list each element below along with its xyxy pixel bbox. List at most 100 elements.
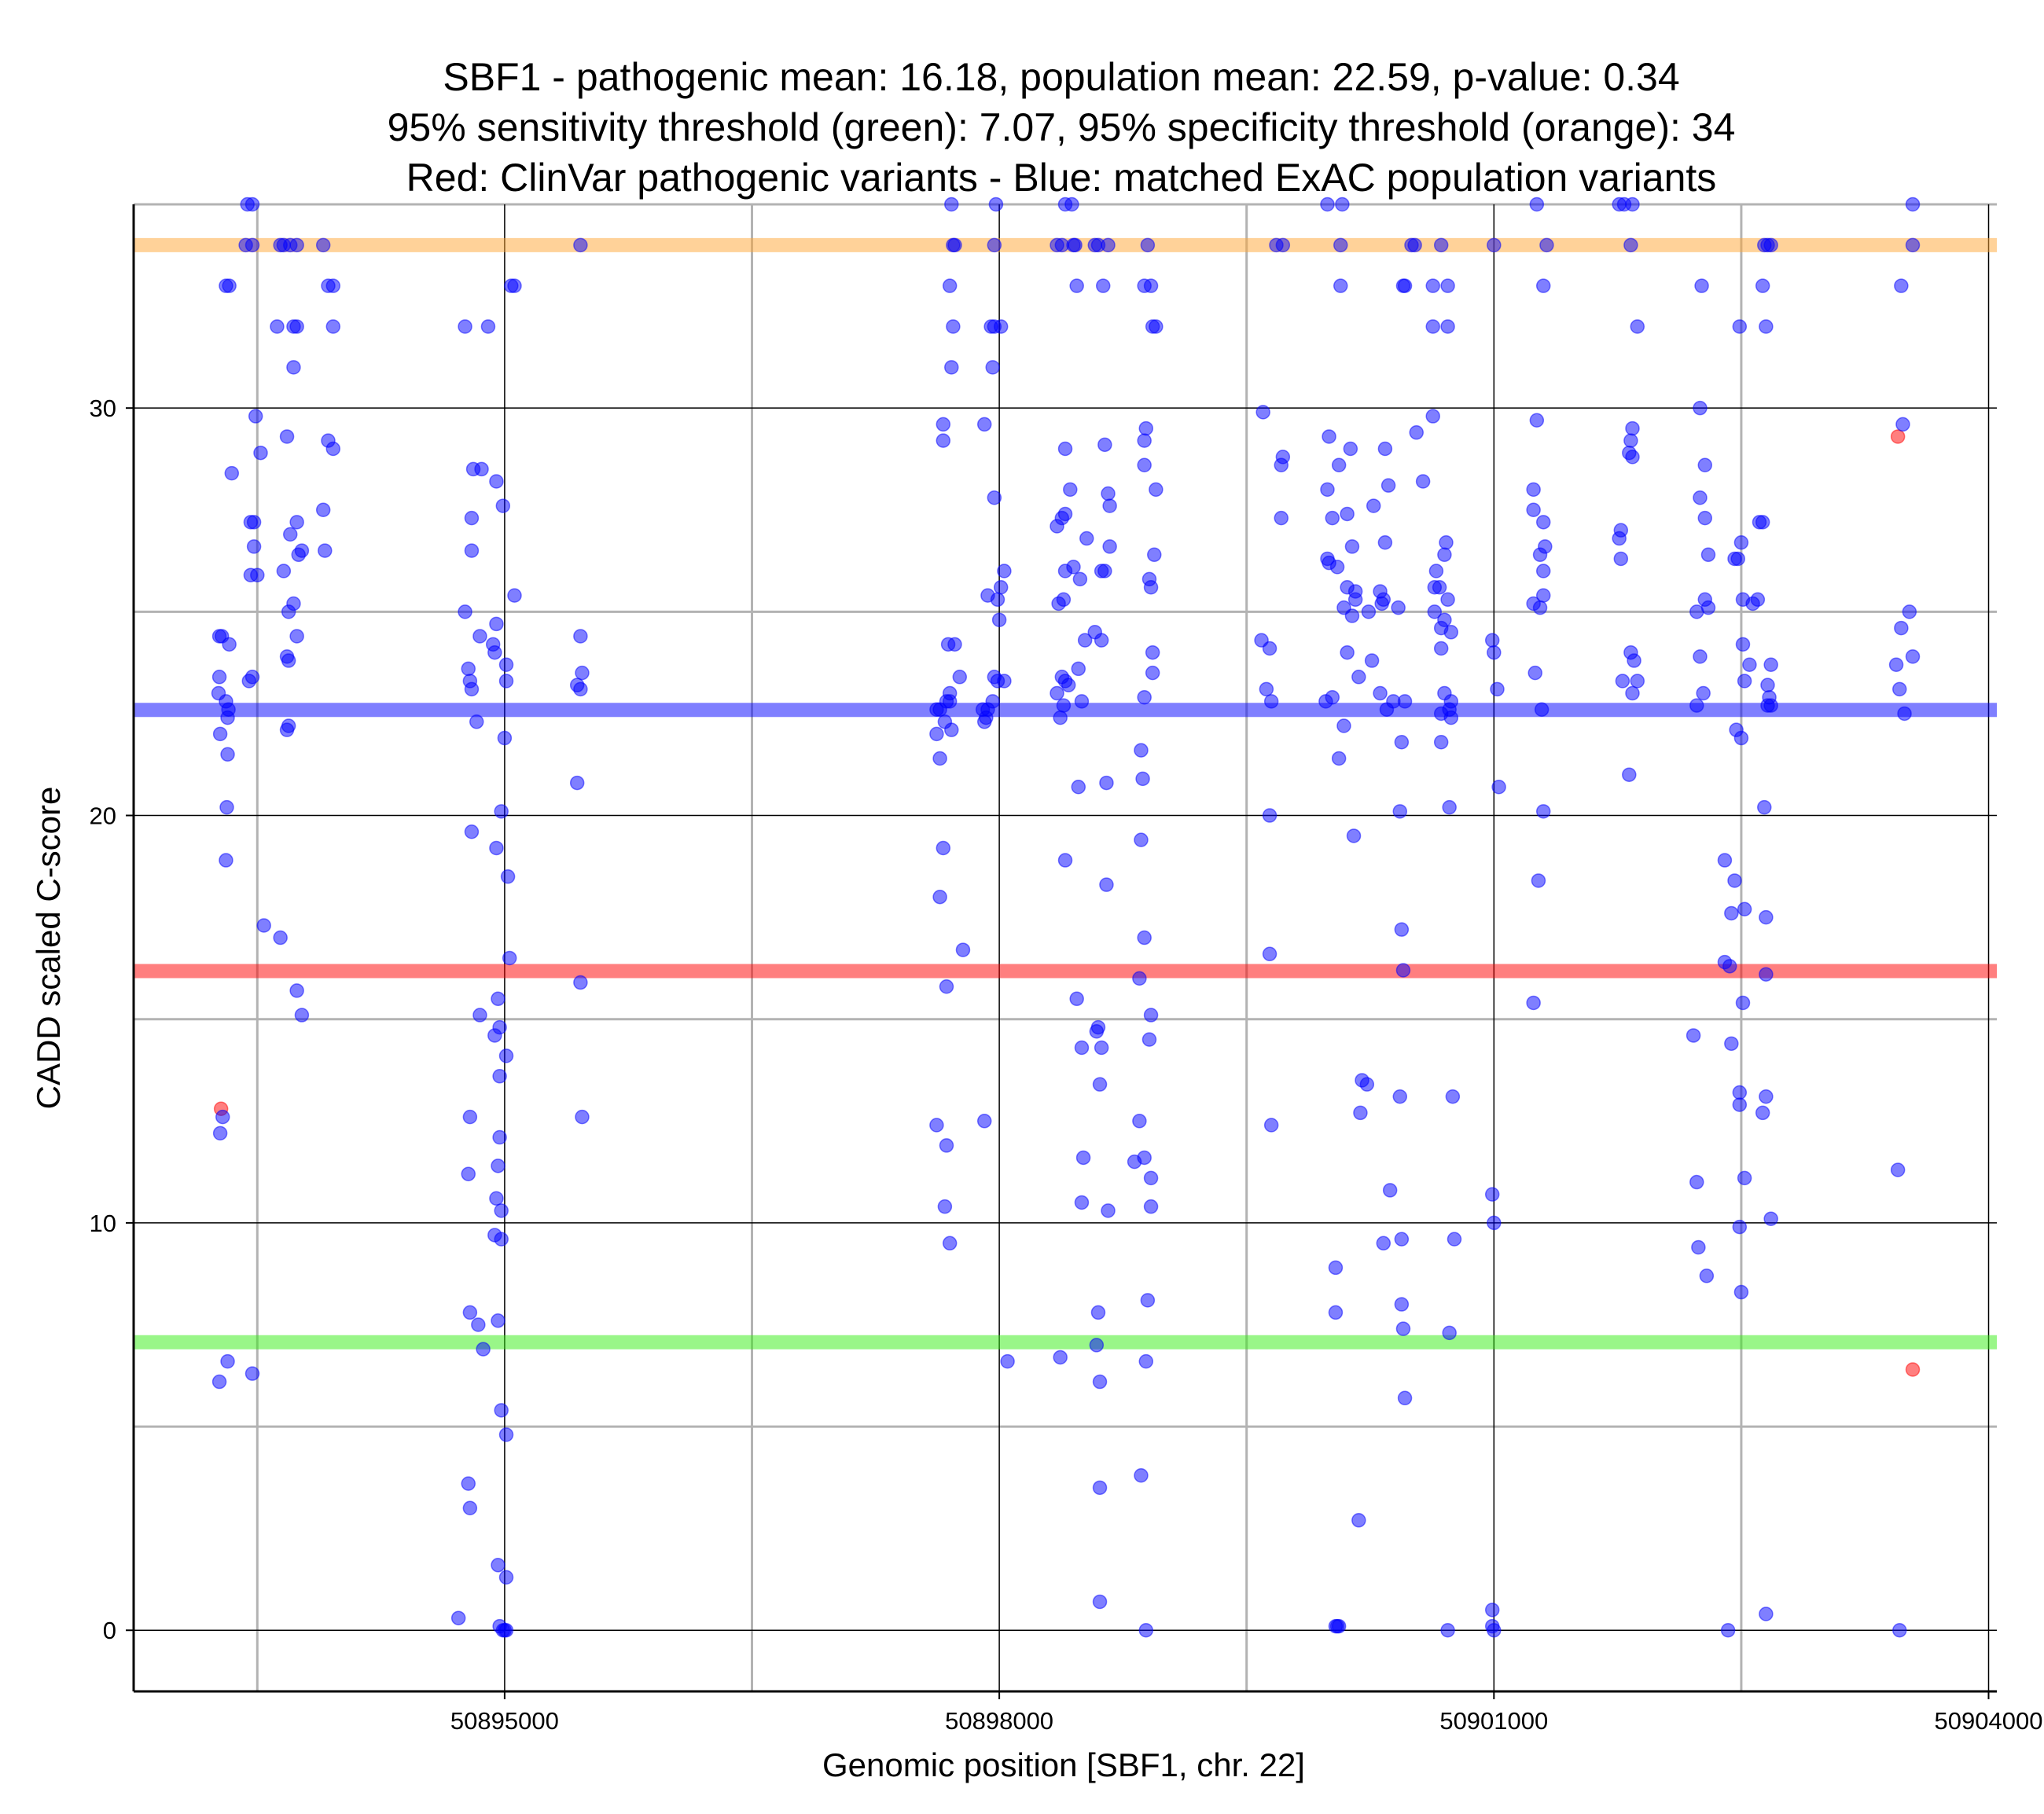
population-point — [1433, 237, 1449, 253]
population-point — [489, 616, 504, 632]
population-point — [1433, 734, 1449, 750]
population-point — [1697, 510, 1713, 526]
population-point — [1274, 510, 1289, 526]
population-point — [939, 694, 954, 709]
chart-title-line-2: 95% sensitivity threshold (green): 7.07,… — [388, 105, 1736, 149]
population-point — [222, 637, 237, 652]
population-point — [220, 1353, 235, 1369]
population-point — [325, 319, 341, 334]
population-point — [1732, 319, 1748, 334]
population-point — [1737, 1170, 1752, 1186]
population-point — [246, 515, 262, 530]
population-point — [1374, 596, 1389, 611]
population-point — [952, 670, 968, 685]
population-point — [1724, 1036, 1739, 1052]
population-point — [1320, 482, 1335, 498]
population-point — [1053, 710, 1068, 725]
population-point — [944, 722, 959, 737]
population-point — [997, 564, 1012, 578]
y-axis-label: CADD scaled C-score — [30, 787, 67, 1110]
population-point — [1686, 1028, 1701, 1043]
y-tick-label: 0 — [103, 1617, 116, 1644]
population-point — [1717, 853, 1733, 868]
population-point — [1275, 237, 1291, 253]
population-point — [1346, 828, 1362, 843]
population-point — [569, 775, 585, 791]
population-point — [1344, 539, 1360, 554]
population-point — [944, 360, 959, 375]
population-point — [929, 1118, 944, 1133]
population-point — [1539, 237, 1554, 253]
population-point — [1347, 592, 1363, 608]
population-point — [1700, 547, 1716, 563]
population-point — [1382, 1183, 1398, 1198]
population-point — [573, 681, 588, 697]
population-point — [498, 674, 514, 689]
chart-title-line-3: Red: ClinVar pathogenic variants - Blue:… — [406, 156, 1717, 200]
population-point — [976, 417, 992, 432]
population-point — [1735, 995, 1751, 1011]
x-axis-label: Genomic position [SBF1, chr. 22] — [822, 1746, 1305, 1783]
population-point — [1892, 681, 1907, 697]
population-point — [1727, 873, 1742, 888]
population-point — [573, 975, 588, 990]
population-point — [502, 950, 517, 966]
population-point — [281, 653, 296, 668]
population-point — [1526, 502, 1541, 518]
population-point — [1077, 633, 1093, 648]
population-point — [939, 1138, 954, 1153]
population-point — [1132, 971, 1147, 986]
population-point — [1694, 278, 1709, 293]
population-point — [458, 319, 472, 334]
population-point — [1056, 592, 1072, 608]
population-point — [1397, 694, 1413, 709]
population-point — [1696, 685, 1711, 701]
population-point — [1409, 425, 1424, 440]
population-point — [1366, 498, 1381, 513]
population-point — [489, 474, 504, 489]
population-point — [1625, 450, 1640, 465]
population-point — [1490, 681, 1505, 697]
population-point — [1263, 1118, 1279, 1133]
population-point — [491, 1159, 505, 1173]
x-tick-label: 50898000 — [945, 1707, 1053, 1735]
population-point — [1351, 1513, 1366, 1528]
population-point — [279, 429, 295, 444]
population-point — [1328, 1260, 1344, 1276]
population-point — [1763, 657, 1778, 672]
population-point — [1630, 319, 1645, 334]
population-point — [1074, 1040, 1090, 1056]
population-point — [1888, 657, 1904, 672]
population-point — [494, 1403, 509, 1418]
population-point — [1427, 604, 1443, 619]
population-point — [942, 278, 958, 293]
population-point — [1373, 685, 1388, 701]
population-point — [997, 674, 1012, 689]
population-point — [1329, 560, 1345, 575]
population-point — [1897, 706, 1912, 722]
population-point — [1376, 1236, 1391, 1251]
population-point — [462, 1109, 478, 1125]
pathogenic-point — [1905, 1362, 1921, 1377]
population-point — [1063, 482, 1078, 498]
population-point — [487, 644, 502, 660]
population-point — [1487, 644, 1502, 660]
population-point — [1395, 1321, 1411, 1336]
population-point — [1143, 580, 1159, 595]
population-point — [1140, 237, 1156, 253]
y-tick-label: 20 — [90, 802, 116, 830]
population-point — [1143, 1199, 1159, 1214]
population-point — [1134, 832, 1149, 847]
population-point — [1394, 922, 1410, 937]
population-point — [1099, 877, 1114, 892]
population-point — [1069, 278, 1084, 293]
x-tick-label: 50895000 — [450, 1707, 559, 1735]
population-point — [507, 278, 522, 293]
population-point — [472, 1008, 487, 1023]
population-point — [1092, 1077, 1108, 1092]
population-point — [221, 702, 236, 718]
population-point — [1425, 409, 1440, 424]
population-point — [253, 445, 268, 461]
population-point — [325, 278, 341, 293]
population-point — [1127, 1154, 1142, 1170]
